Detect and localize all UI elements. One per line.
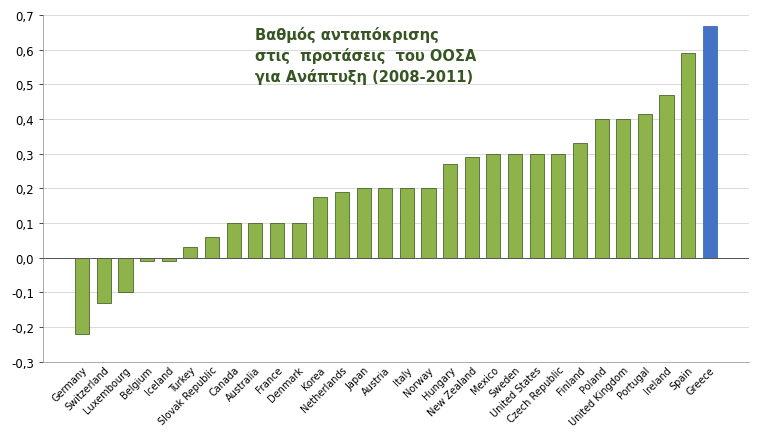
Bar: [638, 115, 652, 258]
Bar: [162, 258, 176, 261]
Bar: [660, 95, 673, 258]
Bar: [270, 223, 284, 258]
Bar: [335, 192, 349, 258]
Bar: [205, 237, 219, 258]
Bar: [616, 120, 630, 258]
Bar: [703, 26, 717, 258]
Bar: [681, 54, 695, 258]
Bar: [140, 258, 154, 261]
Bar: [313, 198, 328, 258]
Bar: [400, 189, 414, 258]
Bar: [97, 258, 111, 303]
Bar: [356, 189, 371, 258]
Bar: [464, 158, 479, 258]
Bar: [594, 120, 609, 258]
Bar: [119, 258, 132, 293]
Text: Βαθμός ανταπόκρισης
στις  προτάσεις  του ΟΟΣΑ
για Ανάπτυξη (2008-2011): Βαθμός ανταπόκρισης στις προτάσεις του Ο…: [255, 26, 477, 85]
Bar: [573, 144, 587, 258]
Bar: [292, 223, 306, 258]
Bar: [422, 189, 435, 258]
Bar: [75, 258, 89, 334]
Bar: [183, 248, 198, 258]
Bar: [249, 223, 262, 258]
Bar: [486, 155, 500, 258]
Bar: [226, 223, 241, 258]
Bar: [508, 155, 522, 258]
Bar: [551, 155, 565, 258]
Bar: [443, 165, 458, 258]
Bar: [378, 189, 392, 258]
Bar: [530, 155, 543, 258]
